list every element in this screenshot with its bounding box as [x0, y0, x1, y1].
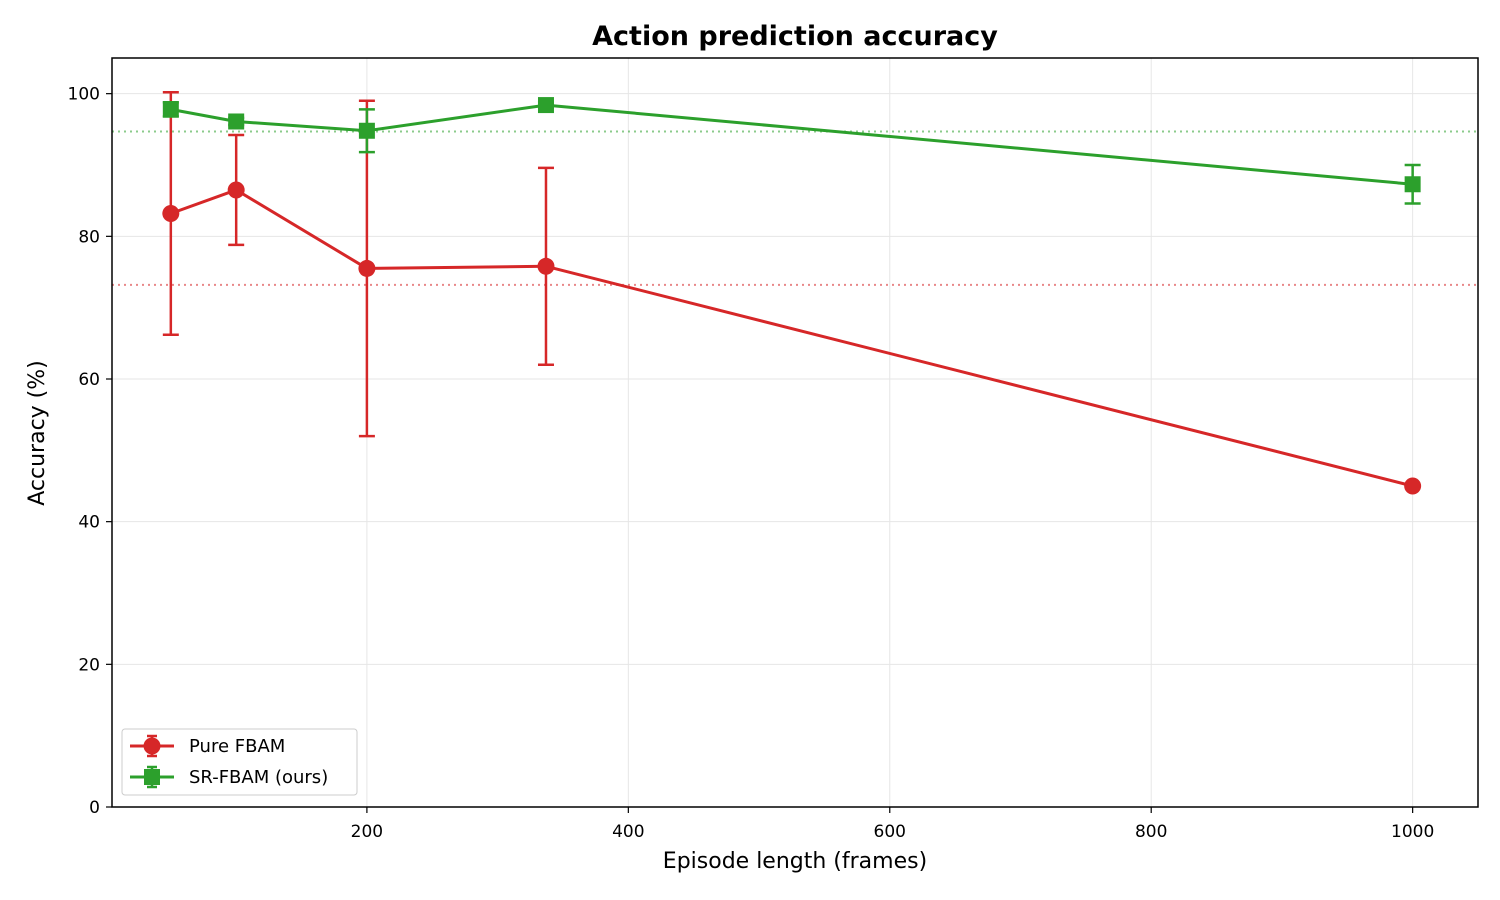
data-point — [358, 122, 375, 139]
series-1 — [162, 97, 1421, 205]
legend-box — [121, 728, 358, 796]
series-0 — [162, 90, 1422, 495]
legend: Pure FBAM SR-FBAM (ours) — [121, 728, 358, 796]
y-tick-label: 60 — [78, 370, 100, 390]
legend-label: Pure FBAM — [189, 736, 285, 757]
data-point — [162, 205, 180, 223]
legend-entry: Pure FBAM — [130, 734, 285, 758]
data-point — [358, 259, 376, 277]
legend-label: SR-FBAM (ours) — [189, 767, 328, 788]
x-tick-label: 1000 — [1391, 822, 1434, 842]
series-layer — [162, 90, 1422, 495]
y-tick-label: 40 — [78, 513, 100, 533]
data-point — [1404, 176, 1421, 193]
y-tick-label: 0 — [89, 798, 100, 818]
data-point — [227, 181, 245, 199]
x-tick-label: 800 — [1135, 822, 1167, 842]
legend-entry: SR-FBAM (ours) — [130, 765, 328, 789]
y-tick-label: 80 — [78, 227, 100, 247]
x-tick-label: 600 — [874, 822, 906, 842]
chart-title: Action prediction accuracy — [592, 21, 998, 52]
x-tick-label: 400 — [612, 822, 644, 842]
reference-lines — [112, 130, 1478, 286]
y-tick-label: 20 — [78, 655, 100, 675]
data-point — [537, 97, 554, 114]
legend-marker — [144, 769, 160, 785]
data-point — [537, 257, 555, 275]
data-point — [162, 101, 179, 118]
x-axis-label: Episode length (frames) — [663, 849, 927, 874]
axis-ticks: 200 400 600 800 1000 0 20 40 60 80 100 — [68, 85, 1435, 842]
data-point — [1404, 477, 1422, 495]
data-point — [228, 113, 245, 130]
y-axis-label: Accuracy (%) — [25, 360, 50, 506]
legend-marker — [143, 737, 161, 755]
plot-frame — [111, 57, 1479, 808]
series-line — [170, 103, 1413, 186]
series-line — [170, 188, 1414, 488]
y-tick-label: 100 — [68, 85, 100, 105]
x-tick-label: 200 — [351, 822, 383, 842]
